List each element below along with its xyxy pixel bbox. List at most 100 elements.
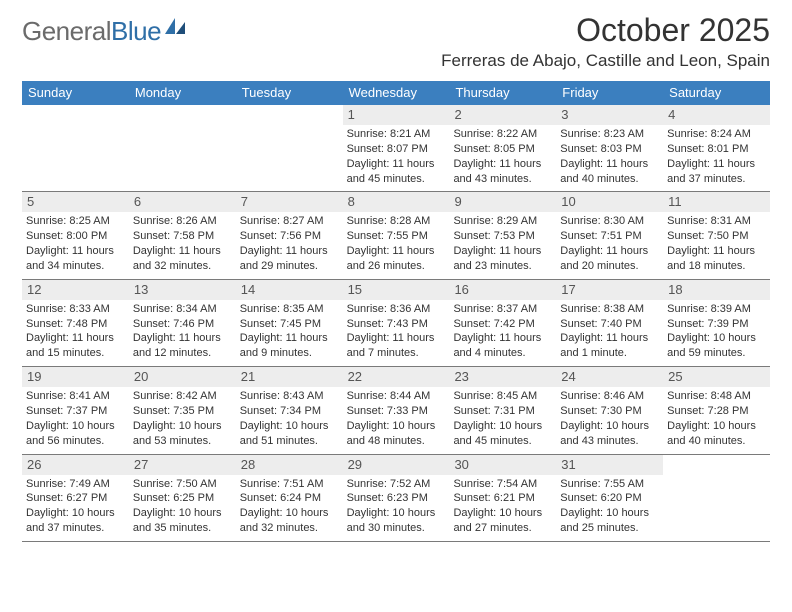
day-number: 11 [663,192,770,212]
sunrise-text: Sunrise: 8:43 AM [240,389,339,404]
day-info: Sunrise: 7:55 AMSunset: 6:20 PMDaylight:… [560,477,659,536]
day-info: Sunrise: 8:28 AMSunset: 7:55 PMDaylight:… [347,214,446,273]
daylight-line1: Daylight: 10 hours [133,419,232,434]
sunrise-text: Sunrise: 8:41 AM [26,389,125,404]
sunset-text: Sunset: 7:34 PM [240,404,339,419]
sunset-text: Sunset: 7:58 PM [133,229,232,244]
sunset-text: Sunset: 7:55 PM [347,229,446,244]
daylight-line1: Daylight: 10 hours [240,506,339,521]
daylight-line1: Daylight: 10 hours [560,506,659,521]
day-number: 9 [449,192,556,212]
day-info: Sunrise: 8:48 AMSunset: 7:28 PMDaylight:… [667,389,766,448]
daylight-line1: Daylight: 10 hours [133,506,232,521]
calendar-cell: 2Sunrise: 8:22 AMSunset: 8:05 PMDaylight… [449,105,556,191]
daylight-line2: and 40 minutes. [560,172,659,187]
sunset-text: Sunset: 6:24 PM [240,491,339,506]
day-info: Sunrise: 8:31 AMSunset: 7:50 PMDaylight:… [667,214,766,273]
sunset-text: Sunset: 6:21 PM [453,491,552,506]
day-info: Sunrise: 7:50 AMSunset: 6:25 PMDaylight:… [133,477,232,536]
calendar-cell: 30Sunrise: 7:54 AMSunset: 6:21 PMDayligh… [449,455,556,541]
sunrise-text: Sunrise: 7:55 AM [560,477,659,492]
daylight-line1: Daylight: 11 hours [453,244,552,259]
calendar-cell [22,105,129,191]
day-info: Sunrise: 8:24 AMSunset: 8:01 PMDaylight:… [667,127,766,186]
sunrise-text: Sunrise: 8:37 AM [453,302,552,317]
sunrise-text: Sunrise: 8:44 AM [347,389,446,404]
day-info: Sunrise: 8:38 AMSunset: 7:40 PMDaylight:… [560,302,659,361]
calendar-cell: 4Sunrise: 8:24 AMSunset: 8:01 PMDaylight… [663,105,770,191]
day-info: Sunrise: 8:25 AMSunset: 8:00 PMDaylight:… [26,214,125,273]
daylight-line2: and 37 minutes. [667,172,766,187]
sunset-text: Sunset: 6:27 PM [26,491,125,506]
day-number: 24 [556,367,663,387]
daylight-line2: and 40 minutes. [667,434,766,449]
day-info: Sunrise: 7:52 AMSunset: 6:23 PMDaylight:… [347,477,446,536]
calendar-cell: 25Sunrise: 8:48 AMSunset: 7:28 PMDayligh… [663,367,770,453]
sunrise-text: Sunrise: 8:22 AM [453,127,552,142]
page-title: October 2025 [441,12,770,49]
logo-word-general: General [22,16,111,46]
weeks-container: 1Sunrise: 8:21 AMSunset: 8:07 PMDaylight… [22,105,770,542]
day-number: 27 [129,455,236,475]
dow-friday: Friday [556,81,663,105]
day-number: 4 [663,105,770,125]
sunset-text: Sunset: 8:01 PM [667,142,766,157]
daylight-line2: and 18 minutes. [667,259,766,274]
dow-tuesday: Tuesday [236,81,343,105]
calendar-cell: 21Sunrise: 8:43 AMSunset: 7:34 PMDayligh… [236,367,343,453]
daylight-line2: and 26 minutes. [347,259,446,274]
sunset-text: Sunset: 8:03 PM [560,142,659,157]
daylight-line2: and 32 minutes. [240,521,339,536]
sunset-text: Sunset: 6:23 PM [347,491,446,506]
calendar-cell: 16Sunrise: 8:37 AMSunset: 7:42 PMDayligh… [449,280,556,366]
sunset-text: Sunset: 7:37 PM [26,404,125,419]
day-number: 17 [556,280,663,300]
dow-thursday: Thursday [449,81,556,105]
day-number: 6 [129,192,236,212]
header-row: GeneralBlue October 2025 Ferreras de Aba… [22,10,770,77]
daylight-line2: and 4 minutes. [453,346,552,361]
daylight-line1: Daylight: 11 hours [26,244,125,259]
calendar-cell: 3 Sunrise: 8:23 AMSunset: 8:03 PMDaylight… [556,105,663,191]
daylight-line2: and 23 minutes. [453,259,552,274]
sunrise-text: Sunrise: 8:23 AM [560,127,659,142]
daylight-line2: and 30 minutes. [347,521,446,536]
day-number: 5 [22,192,129,212]
sunrise-text: Sunrise: 8:26 AM [133,214,232,229]
daylight-line2: and 48 minutes. [347,434,446,449]
daylight-line1: Daylight: 10 hours [560,419,659,434]
day-number: 1 [343,105,450,125]
day-number: 28 [236,455,343,475]
daylight-line2: and 51 minutes. [240,434,339,449]
sunset-text: Sunset: 7:39 PM [667,317,766,332]
daylight-line1: Daylight: 11 hours [667,157,766,172]
daylight-line1: Daylight: 11 hours [347,244,446,259]
sunrise-text: Sunrise: 8:39 AM [667,302,766,317]
sunset-text: Sunset: 7:56 PM [240,229,339,244]
daylight-line1: Daylight: 11 hours [667,244,766,259]
sunset-text: Sunset: 7:35 PM [133,404,232,419]
daylight-line1: Daylight: 11 hours [240,331,339,346]
calendar-cell: 15Sunrise: 8:36 AMSunset: 7:43 PMDayligh… [343,280,450,366]
day-number: 20 [129,367,236,387]
daylight-line1: Daylight: 10 hours [667,331,766,346]
day-info: Sunrise: 7:51 AMSunset: 6:24 PMDaylight:… [240,477,339,536]
calendar-cell: 8Sunrise: 8:28 AMSunset: 7:55 PMDaylight… [343,192,450,278]
daylight-line1: Daylight: 11 hours [560,157,659,172]
day-number: 15 [343,280,450,300]
day-number: 8 [343,192,450,212]
day-number: 3 [556,105,663,125]
calendar-cell: 19Sunrise: 8:41 AMSunset: 7:37 PMDayligh… [22,367,129,453]
sunrise-text: Sunrise: 7:49 AM [26,477,125,492]
daylight-line2: and 29 minutes. [240,259,339,274]
sunset-text: Sunset: 7:50 PM [667,229,766,244]
calendar-cell: 11Sunrise: 8:31 AMSunset: 7:50 PMDayligh… [663,192,770,278]
daylight-line2: and 35 minutes. [133,521,232,536]
sunset-text: Sunset: 7:51 PM [560,229,659,244]
day-info: Sunrise: 8:37 AMSunset: 7:42 PMDaylight:… [453,302,552,361]
calendar-cell: 24Sunrise: 8:46 AMSunset: 7:30 PMDayligh… [556,367,663,453]
calendar-cell: 31Sunrise: 7:55 AMSunset: 6:20 PMDayligh… [556,455,663,541]
sunset-text: Sunset: 7:40 PM [560,317,659,332]
calendar-cell [129,105,236,191]
daylight-line2: and 7 minutes. [347,346,446,361]
